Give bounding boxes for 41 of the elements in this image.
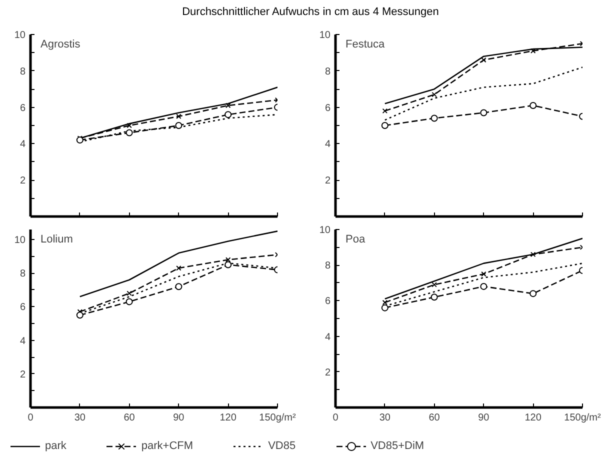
chart-title: Poa [346,234,366,246]
y-tick-label: 10 [319,225,331,236]
x-tick-label: 30 [74,412,86,424]
x-tick-label: 60 [124,412,136,424]
y-tick-label: 10 [14,235,26,246]
chart-title: Festuca [346,38,386,50]
y-tick-label: 4 [20,336,26,347]
text: Durchschnittlicher Aufwuchs in cm aus 4 Messungen [182,5,439,20]
y-tick-label: 4 [20,139,26,150]
y-tick-label: 6 [20,302,26,314]
y-tick-label: 10 [319,30,331,41]
legend-label: VD85 [268,440,296,452]
x-tick-label: 150g/m² [259,412,297,424]
y-tick-label: 6 [324,102,331,114]
x-tick-label: 30 [379,412,391,424]
legend-label: park [45,440,66,452]
x-tick-label: 90 [478,412,490,424]
x-tick-label: 60 [428,412,440,424]
y-tick-label: 8 [20,268,26,280]
y-tick-label: 2 [324,176,331,187]
x-tick-label: 0 [332,412,339,424]
legend-label: VD85+DiM [370,440,424,452]
x-tick-label: 90 [173,412,185,424]
y-tick-label: 4 [324,139,331,150]
legend-label: park+CFM [141,440,194,452]
y-tick-label: 8 [324,260,331,272]
y-tick-label: 8 [324,66,331,78]
y-tick-label: 6 [20,102,26,114]
y-tick-label: 2 [324,367,331,378]
y-tick-label: 4 [324,332,331,343]
y-tick-label: 8 [20,66,26,78]
y-tick-label: 6 [324,296,331,308]
chart-title: Agrostis [40,38,81,50]
chart-title: Lolium [40,234,73,246]
y-tick-label: 2 [20,369,26,380]
x-tick-label: 120 [524,412,542,424]
x-tick-label: 150g/m² [564,412,602,424]
x-tick-label: 120 [220,412,237,424]
y-tick-label: 10 [14,30,26,41]
y-tick-label: 2 [20,176,26,187]
x-tick-label: 0 [28,412,34,424]
